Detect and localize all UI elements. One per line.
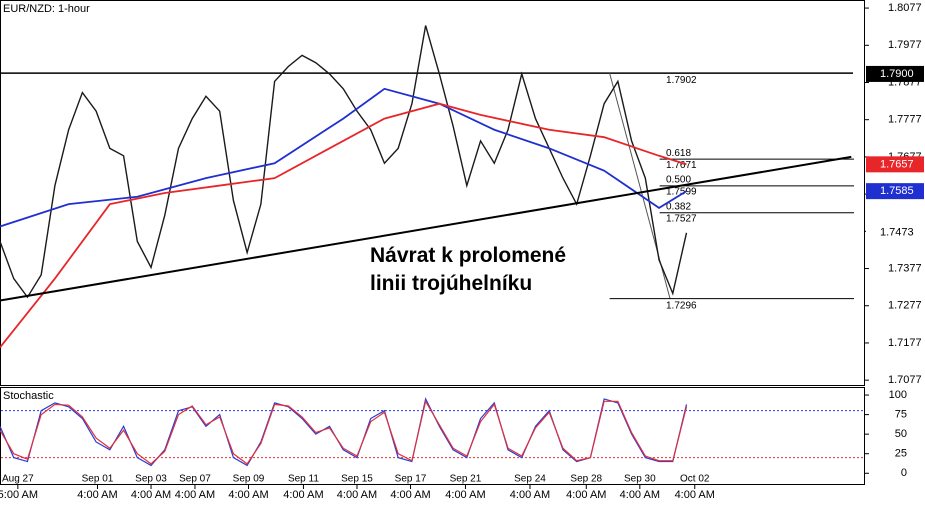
price-tag-label: 1.7657 (880, 158, 914, 170)
chart-title: EUR/NZD: 1-hour (3, 3, 90, 15)
x-date-label: Sep 17 (395, 474, 427, 485)
y-tick-label: 1.7377 (888, 262, 922, 274)
fib-ratio: 0.618 (666, 148, 691, 159)
x-time-label: 4:00 AM (510, 489, 550, 501)
y-tick-label: 0 (901, 467, 907, 479)
price-tag (866, 156, 924, 173)
x-date-label: Oct 02 (680, 474, 710, 485)
fib-price: 1.7671 (666, 160, 697, 171)
x-time-label: 4:00 AM (131, 489, 171, 501)
fib-price: 1.7527 (666, 213, 697, 224)
y-tick-label: 100 (889, 389, 907, 401)
y-tick-label: 75 (895, 409, 907, 421)
annotation: Návrat k prolomené linii trojúhelníku (370, 244, 566, 295)
stochastic-line (0, 399, 688, 465)
x-time-label: 4:00 AM (620, 489, 660, 501)
x-time-label: 4:00 AM (175, 489, 215, 501)
x-date-label: Sep 30 (624, 474, 656, 485)
x-date-label: Sep 03 (135, 474, 167, 485)
price-line (0, 25, 688, 299)
fib-ratio: 0.500 (666, 175, 691, 186)
title-bg (1, 1, 97, 17)
y-tick-label: 50 (895, 428, 907, 440)
x-date-label: Sep 09 (233, 474, 265, 485)
price-tag-label: 1.7585 (880, 185, 914, 197)
y-tick-label: 1.8077 (888, 2, 922, 14)
x-date-label: Aug 27 (2, 474, 34, 485)
fib-price: 1.7599 (666, 187, 697, 198)
moving-average (0, 87, 687, 228)
price-tag (866, 65, 924, 82)
y-tick-label: 1.7977 (888, 39, 922, 51)
y-tick-label: 1.7277 (888, 300, 922, 312)
x-date-label: Sep 24 (514, 474, 546, 485)
price-tag (866, 224, 924, 241)
x-time-label: 4:00 AM (228, 489, 268, 501)
main-panel (0, 0, 865, 386)
price-tag (866, 183, 924, 200)
x-time-label: 4:00 AM (566, 489, 606, 501)
x-time-label: 4:00 AM (445, 489, 485, 501)
x-time-label: 4:00 AM (675, 489, 715, 501)
y-tick-label: 25 (895, 448, 907, 460)
stochastic-title: Stochastic (3, 390, 54, 402)
x-time-label: 4:00 AM (337, 489, 377, 501)
x-time-label: 4:00 AM (390, 489, 430, 501)
x-date-label: Sep 07 (179, 474, 211, 485)
x-date-label: Sep 15 (341, 474, 373, 485)
x-time-label: 5:00 AM (0, 489, 38, 501)
x-date-label: Sep 11 (288, 474, 319, 485)
x-date-label: Sep 01 (82, 474, 114, 485)
x-date-label: Sep 21 (450, 474, 482, 485)
price-tag-label: 1.7473 (880, 227, 914, 239)
fib-ratio: 0.382 (666, 201, 691, 212)
x-time-label: 4:00 AM (77, 489, 117, 501)
price-tag-label: 1.7900 (880, 68, 914, 80)
y-tick-label: 1.7777 (888, 114, 922, 126)
x-time-label: 4:00 AM (283, 489, 323, 501)
y-tick-label: 1.7077 (888, 374, 922, 386)
stochastic-panel (0, 387, 865, 485)
fib-low-label: 1.7296 (666, 300, 697, 311)
x-date-label: Sep 28 (570, 474, 602, 485)
moving-average (0, 102, 687, 348)
resistance-label: 1.7902 (666, 75, 697, 86)
trendline (0, 155, 852, 302)
y-tick-label: 1.7177 (888, 337, 922, 349)
